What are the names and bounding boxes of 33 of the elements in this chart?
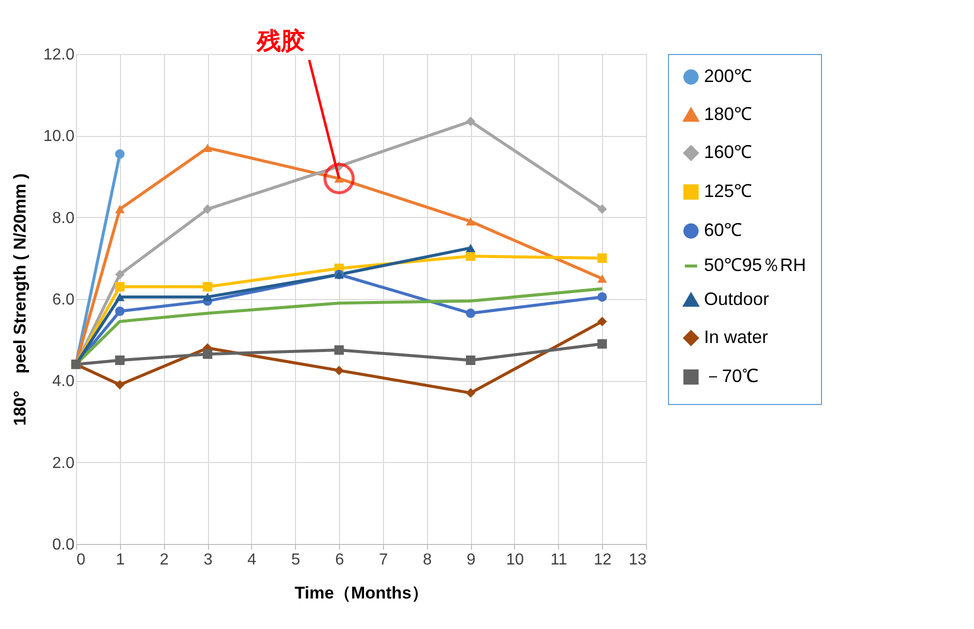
y-tick-label: 6.0 [52,292,75,308]
legend-label: Outdoor [704,289,770,309]
x-tick-label: 2 [160,552,169,568]
x-tick-label: 4 [247,552,256,568]
y-axis-title: 180° peel Strength ( N/20mm ) [10,173,30,426]
x-tick-label: 10 [506,552,524,568]
legend-label: In water [704,327,768,347]
x-tick-label: 1 [116,552,125,568]
x-tick-label: 9 [466,552,476,568]
x-tick-label: 5 [291,552,300,568]
x-tick-label: 0 [76,552,86,568]
x-tick-label: 7 [378,552,388,568]
y-tick-label: 12.0 [43,46,75,64]
y-tick-label: 10.0 [43,128,75,146]
legend-label: 160℃ [704,142,752,162]
x-tick-label: 12 [594,552,612,568]
x-tick-label: 11 [550,552,568,568]
legend-label: 125℃ [704,181,752,201]
annotation: 残胶 [256,27,306,55]
y-tick-label: 0.0 [52,536,75,554]
y-tick-label: 4.0 [52,373,75,390]
legend-label: －70℃ [704,366,760,386]
legend-label: 180℃ [704,104,752,124]
x-tick-label: 6 [335,552,344,568]
x-tick-label: 13 [628,552,647,568]
x-axis-title: Time（Months） [294,584,428,602]
y-tick-label: 8.0 [52,210,75,227]
y-tick-label: 2.0 [52,454,75,472]
x-tick-label: 3 [204,552,213,568]
legend-label: 60℃ [704,220,742,240]
x-tick-label: 8 [422,552,432,568]
legend-label: 50℃95％RH [704,255,806,275]
legend-label: 200℃ [704,66,752,86]
